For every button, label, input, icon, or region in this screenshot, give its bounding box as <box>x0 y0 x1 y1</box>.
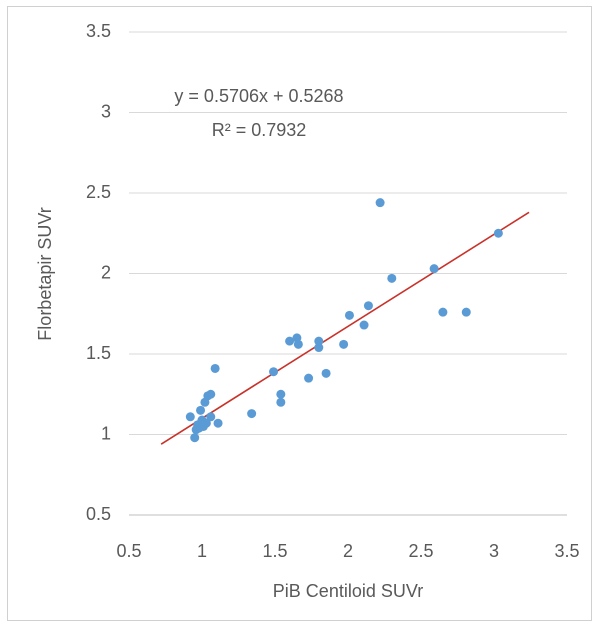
data-point <box>438 307 448 317</box>
data-point <box>276 389 286 399</box>
data-point <box>304 373 314 383</box>
data-point <box>363 301 373 311</box>
data-point <box>206 389 216 399</box>
y-tick-label: 2.5 <box>86 182 111 202</box>
data-point <box>285 336 295 346</box>
y-tick-label: 1.5 <box>86 343 111 363</box>
y-tick-label: 3 <box>101 101 111 121</box>
x-tick-label: 1.5 <box>262 541 287 561</box>
equation-label: y = 0.5706x + 0.5268 <box>174 86 343 106</box>
y-tick-label: 2 <box>101 262 111 282</box>
r-squared-label: R² = 0.7932 <box>212 120 307 140</box>
data-point <box>314 343 324 353</box>
data-point <box>387 273 397 283</box>
data-point <box>344 310 354 320</box>
data-point <box>196 405 206 415</box>
y-tick-label: 0.5 <box>86 504 111 524</box>
x-tick-label: 2 <box>343 541 353 561</box>
data-point <box>314 336 324 346</box>
x-tick-label: 0.5 <box>116 541 141 561</box>
data-point <box>339 339 349 349</box>
data-point <box>493 228 503 238</box>
trendline <box>160 211 530 445</box>
data-point <box>276 397 286 407</box>
x-tick-label: 3.5 <box>554 541 579 561</box>
data-point <box>269 367 279 377</box>
data-point <box>375 198 385 208</box>
y-axis-label: Florbetapir SUVr <box>35 207 55 340</box>
chart-frame <box>7 6 592 621</box>
data-point <box>190 433 200 443</box>
data-point <box>293 339 303 349</box>
x-tick-label: 1 <box>197 541 207 561</box>
data-point <box>206 412 216 422</box>
data-point <box>210 363 220 373</box>
y-tick-label: 3.5 <box>86 21 111 41</box>
data-point <box>359 320 369 330</box>
x-axis-label: PiB Centiloid SUVr <box>273 581 423 601</box>
data-point <box>321 368 331 378</box>
data-point <box>461 307 471 317</box>
data-point <box>185 412 195 422</box>
y-tick-label: 1 <box>101 423 111 443</box>
data-point <box>429 264 439 274</box>
x-tick-label: 3 <box>489 541 499 561</box>
data-point <box>247 409 257 419</box>
x-tick-label: 2.5 <box>408 541 433 561</box>
data-point <box>213 418 223 428</box>
data-point <box>201 418 211 428</box>
